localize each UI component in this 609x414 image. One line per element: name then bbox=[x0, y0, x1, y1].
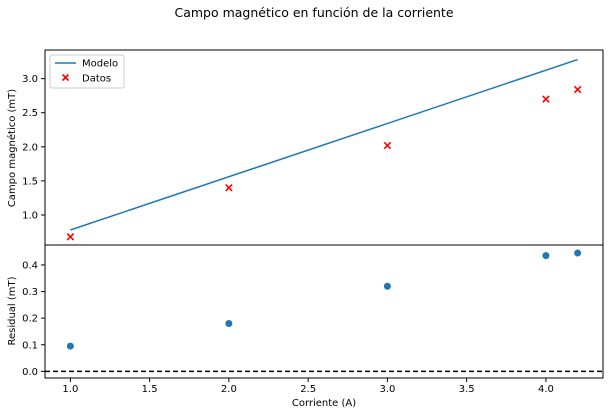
data-point-x-marker bbox=[542, 95, 550, 103]
residual-point bbox=[66, 342, 74, 350]
figure-title: Campo magnético en función de la corrien… bbox=[174, 5, 453, 20]
y-tick-label: 1.5 bbox=[22, 176, 38, 187]
top-y-axis-label: Campo magnético (mT) bbox=[6, 89, 18, 207]
y-tick-label: 2.0 bbox=[22, 142, 38, 153]
legend-label-modelo: Modelo bbox=[82, 59, 118, 70]
residual-point bbox=[383, 282, 391, 290]
legend-x-marker-swatch bbox=[61, 73, 70, 82]
x-tick-label: 1.0 bbox=[62, 384, 78, 395]
data-point-x-marker bbox=[66, 233, 75, 241]
y-tick-label: 0.4 bbox=[22, 260, 38, 271]
data-point-x-marker bbox=[573, 85, 582, 94]
x-axis-label: Corriente (A) bbox=[292, 398, 356, 409]
legend-label-datos: Datos bbox=[82, 74, 111, 85]
x-tick-label: 3.5 bbox=[459, 384, 475, 395]
data-point-x-marker bbox=[225, 183, 233, 192]
y-tick-label: 0.2 bbox=[22, 314, 38, 325]
y-tick-label: 1.0 bbox=[22, 211, 38, 222]
bottom-y-axis-label: Residual (mT) bbox=[7, 276, 18, 345]
model-line bbox=[70, 58, 578, 231]
x-tick-label: 4.0 bbox=[538, 384, 554, 395]
x-tick-label: 1.5 bbox=[142, 384, 158, 395]
y-tick-label: 0.0 bbox=[22, 367, 38, 378]
top-panel: Campo magnético (mT) Modelo Datos 1.0 1.5… bbox=[6, 49, 604, 246]
residual-point bbox=[225, 319, 233, 327]
y-tick-label: 0.3 bbox=[22, 287, 38, 298]
legend: Modelo Datos bbox=[49, 54, 125, 89]
x-tick-label: 2.5 bbox=[300, 384, 316, 395]
x-tick-label: 3.0 bbox=[379, 384, 395, 395]
residual-point bbox=[542, 252, 550, 260]
bottom-panel: Residual (mT) Corriente (A) 0.0 0.1 0.2 0.3… bbox=[7, 244, 604, 409]
x-tick-label: 2.0 bbox=[221, 384, 237, 395]
residual-point bbox=[574, 249, 582, 257]
y-tick-label: 0.1 bbox=[22, 340, 38, 351]
y-tick-label: 3.0 bbox=[22, 74, 38, 85]
y-tick-label: 2.5 bbox=[22, 108, 38, 119]
data-point-x-marker bbox=[383, 141, 392, 150]
